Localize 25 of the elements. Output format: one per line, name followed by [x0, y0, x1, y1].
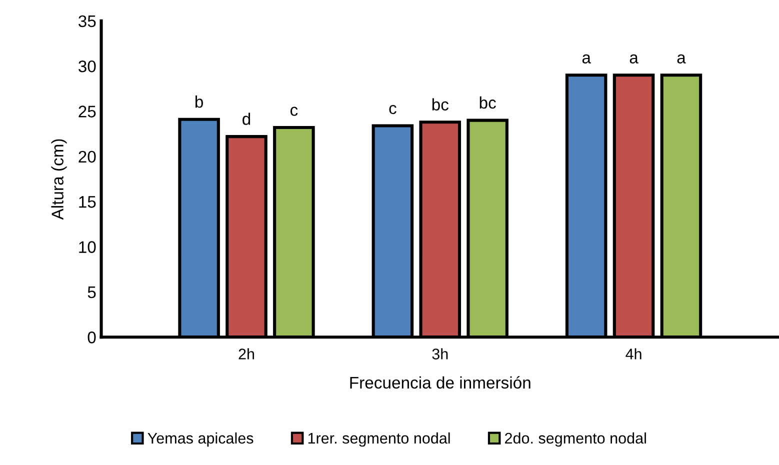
legend-label: 2do. segmento nodal — [505, 432, 646, 447]
y-tick-label: 10 — [79, 241, 96, 253]
data-label: a — [582, 54, 591, 64]
legend-label: 1rer. segmento nodal — [308, 432, 450, 447]
data-label: c — [290, 106, 298, 116]
y-tick-label: 20 — [78, 150, 96, 163]
y-tick-label: 35 — [78, 15, 96, 28]
y-tick-label: 5 — [88, 286, 96, 298]
data-label: d — [242, 112, 250, 125]
y-tick-label: 30 — [78, 60, 96, 72]
y-tick-label: 25 — [78, 106, 96, 118]
data-label: a — [677, 54, 686, 64]
x-axis-title: Frecuencia de inmersión — [350, 376, 530, 389]
x-tick-label: 2h — [238, 348, 254, 360]
x-tick-label: 3h — [432, 348, 448, 360]
legend-label: Yemas apicales — [148, 432, 254, 447]
data-label: c — [389, 104, 396, 114]
data-label: bc — [480, 96, 496, 109]
y-tick-label: 0 — [88, 332, 96, 344]
y-axis-title: Altura (cm) — [51, 139, 67, 220]
data-label: a — [630, 54, 638, 64]
data-label: bc — [432, 98, 448, 110]
x-tick-label: 4h — [626, 348, 642, 360]
y-tick-label: 15 — [79, 196, 96, 208]
data-label: b — [196, 96, 203, 108]
